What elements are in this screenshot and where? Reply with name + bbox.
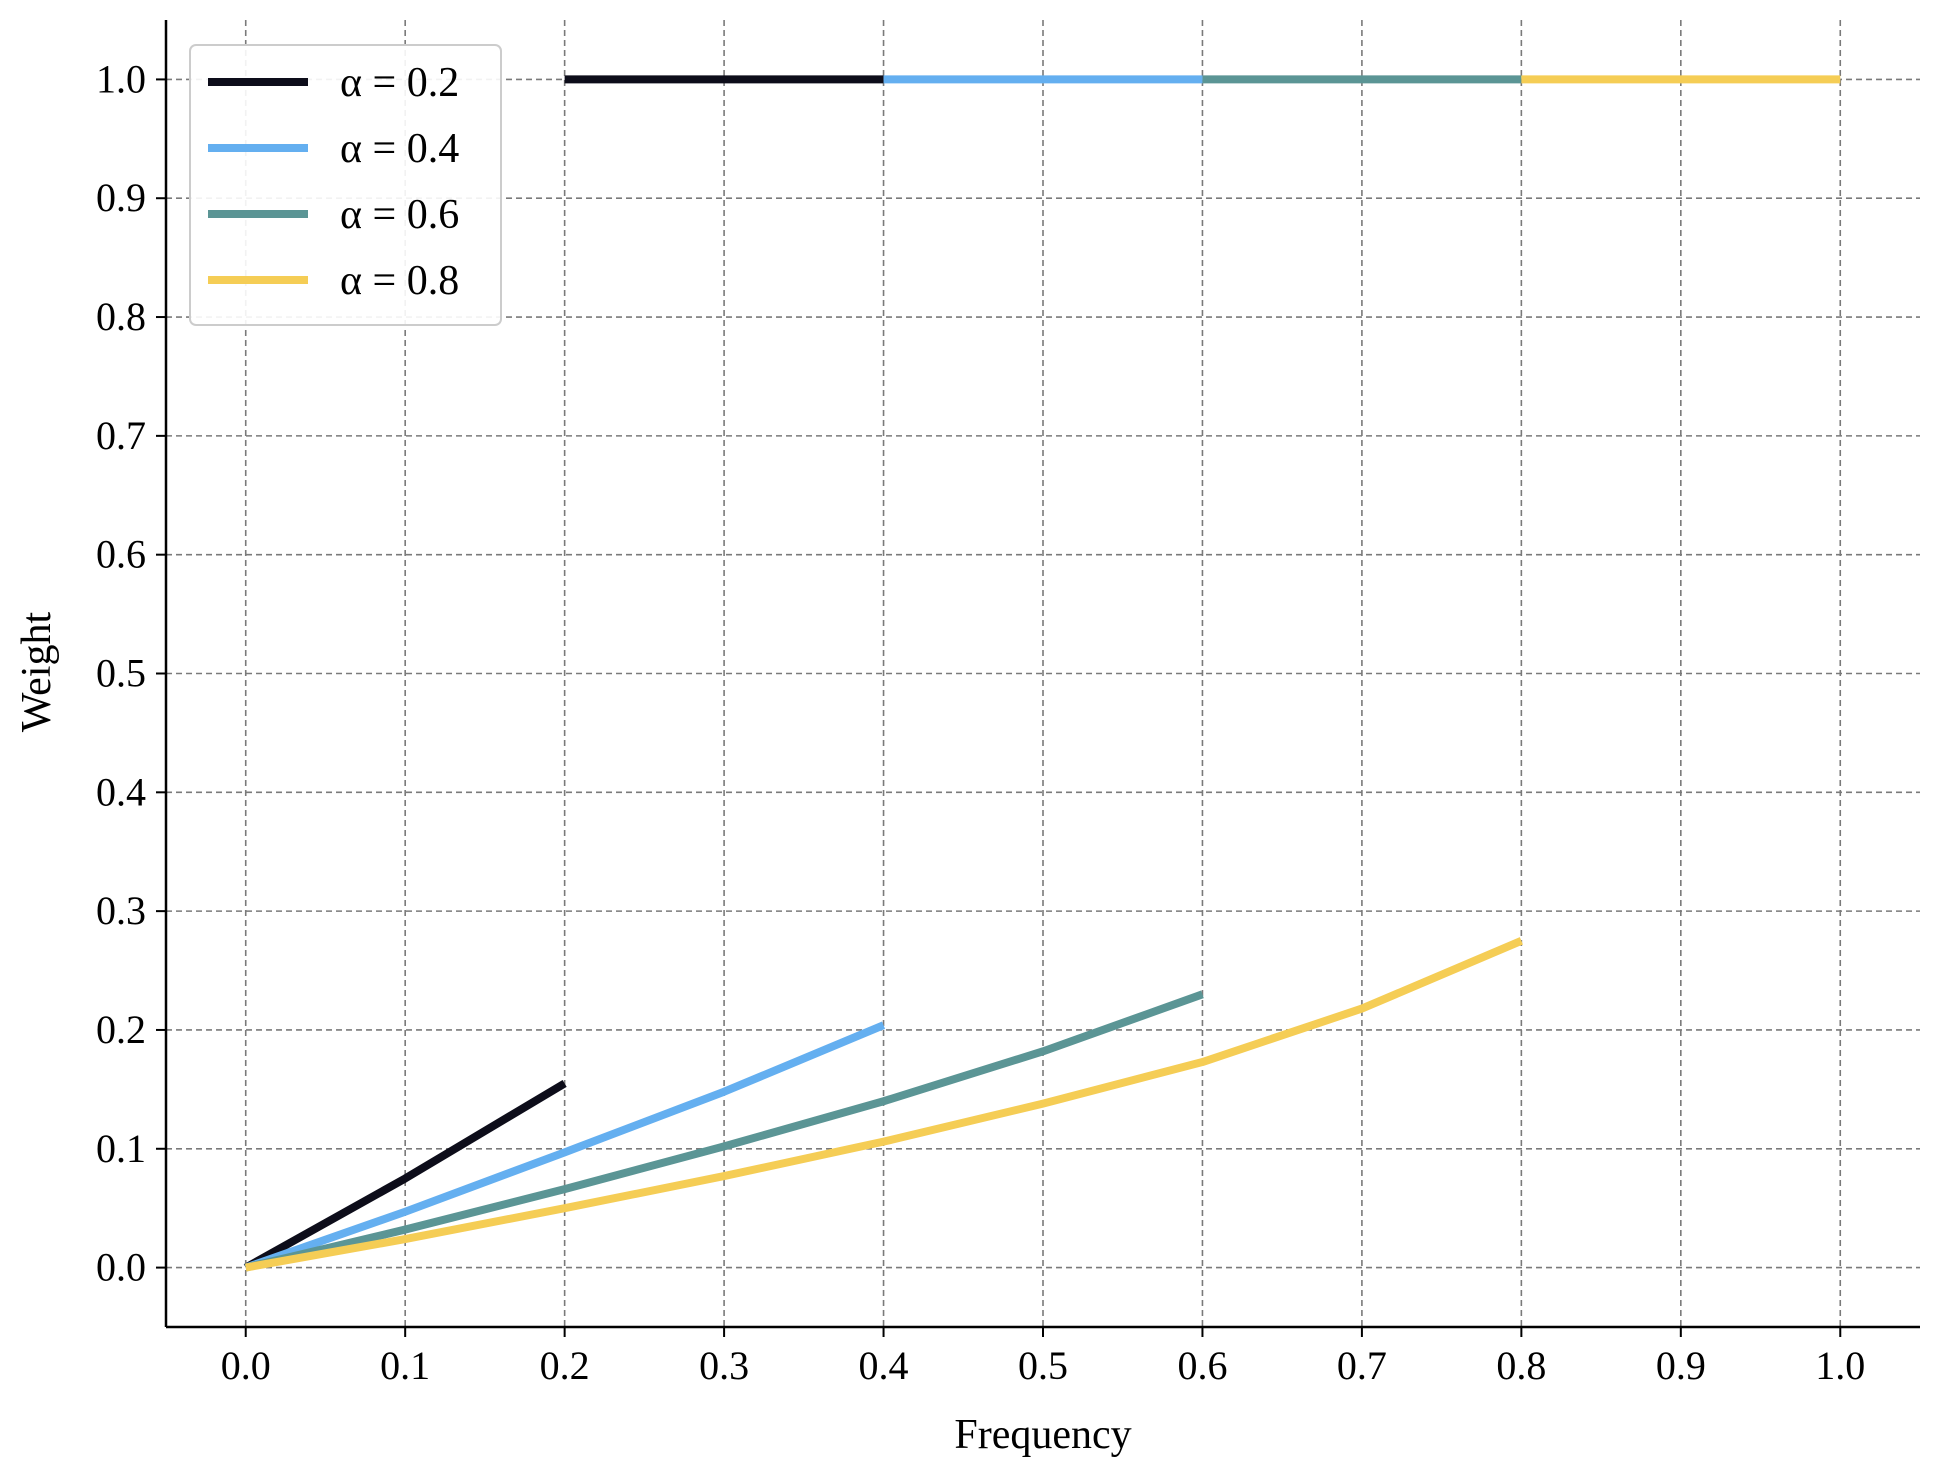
legend-label-1: α = 0.2: [340, 60, 459, 106]
x-tick-label: 0.0: [221, 1343, 271, 1388]
x-tick-label: 0.5: [1018, 1343, 1068, 1388]
y-tick-label: 0.1: [96, 1126, 146, 1171]
y-tick-label: 0.7: [96, 413, 146, 458]
x-tick-label: 0.8: [1496, 1343, 1546, 1388]
x-tick-label: 0.6: [1177, 1343, 1227, 1388]
series-line-4: [245, 937, 1523, 1272]
y-tick-label: 0.0: [96, 1245, 146, 1290]
x-tick-label: 0.9: [1656, 1343, 1706, 1388]
legend-label-3: α = 0.6: [340, 192, 459, 238]
x-tick-label: 0.3: [699, 1343, 749, 1388]
series-line-1: [243, 1079, 567, 1272]
legend: α = 0.2 α = 0.4 α = 0.6 α = 0.8: [189, 44, 502, 326]
x-tick-label: 0.1: [380, 1343, 430, 1388]
y-tick-label: 0.9: [96, 175, 146, 220]
y-tick-label: 0.3: [96, 888, 146, 933]
legend-label-4: α = 0.8: [340, 258, 459, 304]
x-tick-label: 1.0: [1815, 1343, 1865, 1388]
x-tick-label: 0.7: [1337, 1343, 1387, 1388]
series-lines: [243, 75, 1841, 1272]
y-tick-label: 0.2: [96, 1007, 146, 1052]
x-tick-label: 0.2: [540, 1343, 590, 1388]
legend-label-2: α = 0.4: [340, 126, 459, 172]
x-axis-title: Frequency: [954, 1412, 1131, 1458]
y-tick-label: 1.0: [96, 56, 146, 101]
y-tick-label: 0.6: [96, 532, 146, 577]
y-axis-title: Weight: [14, 612, 60, 733]
y-tick-label: 0.8: [96, 294, 146, 339]
legend-frame: [189, 44, 502, 326]
x-tick-label: 0.4: [859, 1343, 909, 1388]
y-tick-label: 0.4: [96, 769, 146, 814]
series-line-2: [244, 1021, 886, 1272]
ticks: 0.0 0.1 0.2 0.3 0.4 0.5 0.6 0.7 0.8 0.9 1.0 0.0 0.1 0…: [96, 56, 1865, 1388]
series-line-3: [244, 990, 1204, 1272]
y-tick-label: 0.5: [96, 651, 146, 696]
